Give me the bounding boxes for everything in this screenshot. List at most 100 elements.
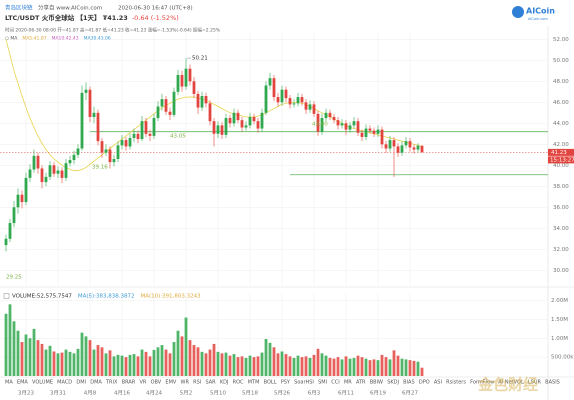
volume-bar [236, 357, 240, 376]
x-tick-label: 5月26 [274, 390, 290, 397]
volume-bar [212, 343, 216, 376]
indicator-tab[interactable]: LSUR [528, 380, 542, 386]
indicator-tab[interactable]: SMI [318, 380, 327, 386]
candle-body [4, 238, 8, 246]
indicator-tab[interactable]: WR [181, 380, 190, 386]
candle-body [180, 75, 184, 87]
indicator-tab[interactable]: VR [139, 380, 146, 386]
candle-body [296, 97, 300, 104]
indicator-tab[interactable]: SoarHSI [294, 380, 314, 386]
candle-body [32, 155, 36, 170]
x-tick-label: 6月19 [370, 390, 386, 397]
candle-body [288, 98, 292, 105]
volume-bar [312, 354, 316, 376]
indicator-tab[interactable]: SAR [205, 380, 216, 386]
indicator-tab[interactable]: TRIX [105, 380, 118, 386]
candle-body [76, 148, 80, 155]
change: -0.64 (-1.52%) [132, 14, 179, 22]
candle-body [148, 133, 152, 136]
candle-body [348, 125, 352, 130]
y-tick-label: 40.00 [553, 163, 569, 169]
x-tick-label: 4月24 [146, 390, 162, 397]
source: 青岛区块链 [5, 4, 33, 12]
indicator-tab[interactable]: MR [344, 380, 352, 386]
candle-body [164, 99, 168, 112]
volume-bar [192, 345, 196, 376]
indicator-tab[interactable]: AI NetVOL [498, 380, 524, 386]
candle-body [216, 125, 220, 134]
ma-legend: MA10:42.43 [52, 36, 79, 42]
indicator-tab[interactable]: MA [5, 380, 13, 386]
candle-body [40, 168, 44, 183]
indicator-tab[interactable]: DMA [90, 380, 102, 386]
indicator-tab[interactable]: BOLL [264, 380, 277, 386]
indicator-tab[interactable]: ROC [233, 380, 244, 386]
indicator-tab[interactable]: EMA [17, 380, 28, 386]
candle-body [264, 85, 268, 113]
volume-bar [288, 356, 292, 376]
candle-body [340, 123, 344, 126]
candle-body [36, 155, 40, 169]
indicator-tab[interactable]: VOLUME [32, 380, 53, 386]
volume-bar [284, 354, 288, 376]
volume-bar [88, 340, 92, 376]
x-tick-label: 6月27 [402, 390, 418, 397]
indicator-tab[interactable]: FormFlow [470, 380, 494, 386]
indicator-tab[interactable]: BRAR [122, 380, 136, 386]
indicator-tab[interactable]: RSI [193, 380, 201, 386]
indicator-tab[interactable]: ASI [434, 380, 442, 386]
y-tick-label: 46.00 [553, 100, 569, 106]
volume-bar [76, 348, 80, 376]
indicator-tab[interactable]: EMV [165, 380, 176, 386]
volume-bar [48, 345, 52, 376]
candle-body [336, 120, 340, 126]
volume-bar [316, 348, 320, 376]
candle-body [88, 89, 92, 117]
indicator-tab[interactable]: OBV [151, 380, 162, 386]
volume-bar [140, 349, 144, 376]
candle-body [172, 91, 176, 115]
candle-body [376, 129, 380, 134]
volume-bar [268, 342, 272, 376]
candle-body [272, 78, 276, 98]
candle-body [244, 125, 248, 128]
indicator-tab[interactable]: DMI [76, 380, 86, 386]
volume-bar [356, 355, 360, 376]
info: 时间 2020-06-30 08:00 开=41.87 高=41.87 低=41… [5, 27, 221, 34]
candle-body [60, 170, 64, 178]
volume-bar [380, 354, 384, 376]
indicator-tab[interactable]: PSY [281, 380, 291, 386]
volume-bar [64, 349, 68, 376]
candle-body [232, 112, 236, 124]
candle-body [160, 99, 164, 107]
indicator-tab[interactable]: MACD [57, 380, 72, 386]
volume-bar [304, 356, 308, 376]
candle-body [360, 132, 364, 137]
indicator-tab[interactable]: ATR [356, 380, 366, 386]
indicator-tab[interactable]: BBIW [370, 380, 383, 386]
candle-body [328, 112, 332, 117]
indicator-tab[interactable]: DPO [419, 380, 430, 386]
indicator-tab[interactable]: KDJ [220, 380, 229, 386]
candle-body [128, 138, 132, 147]
candle-body [108, 149, 112, 163]
annotation: 43.80 [312, 122, 328, 128]
indicator-tab[interactable]: SKDJ [387, 380, 399, 386]
indicator-tab[interactable]: BIAS [403, 380, 415, 386]
candle-body [68, 160, 72, 164]
volume-bar [412, 360, 416, 376]
volume-bar [300, 357, 304, 376]
candle-body [48, 165, 52, 177]
indicator-tab[interactable]: CCI [331, 380, 339, 386]
indicator-tab[interactable]: Rsisters [446, 380, 466, 386]
indicator-tab[interactable]: MTM [248, 380, 260, 386]
volume-bar [44, 349, 48, 376]
y-tick-label: 1.50M [551, 317, 568, 323]
ma-legend: MA30:43.06 [84, 36, 111, 42]
volume-bar [184, 317, 188, 376]
volume-bar [376, 360, 380, 376]
volume-bar [336, 357, 340, 376]
y-tick-label: 50.00 [553, 58, 569, 64]
indicator-tab[interactable]: BASIS [545, 380, 560, 386]
y-tick-label: 52.00 [553, 37, 569, 43]
